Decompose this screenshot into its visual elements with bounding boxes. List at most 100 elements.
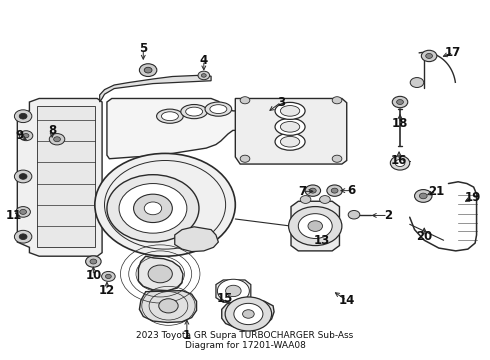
Text: 11: 11	[5, 209, 22, 222]
Text: 4: 4	[200, 54, 208, 67]
Circle shape	[95, 153, 235, 256]
Circle shape	[419, 193, 427, 199]
Circle shape	[319, 195, 330, 203]
Circle shape	[289, 207, 342, 246]
Circle shape	[101, 271, 115, 282]
Ellipse shape	[275, 133, 305, 150]
Text: 2023 Toyota GR Supra TURBOCHARGER Sub-Ass
Diagram for 17201-WAA08: 2023 Toyota GR Supra TURBOCHARGER Sub-As…	[136, 331, 354, 350]
Circle shape	[119, 184, 187, 233]
Circle shape	[218, 279, 249, 303]
Circle shape	[20, 210, 26, 215]
Text: 15: 15	[217, 292, 233, 305]
Text: 12: 12	[99, 284, 115, 297]
Polygon shape	[291, 201, 340, 251]
Circle shape	[16, 207, 30, 217]
Circle shape	[392, 96, 408, 108]
Ellipse shape	[280, 122, 300, 132]
Circle shape	[308, 221, 322, 231]
Text: 21: 21	[428, 185, 444, 198]
Circle shape	[144, 202, 162, 215]
Circle shape	[348, 211, 360, 219]
Circle shape	[410, 77, 424, 87]
Circle shape	[309, 188, 316, 193]
Text: 10: 10	[85, 269, 101, 282]
Circle shape	[395, 159, 405, 167]
Polygon shape	[175, 227, 219, 252]
Text: 2: 2	[384, 209, 392, 222]
Text: 13: 13	[314, 234, 330, 247]
Circle shape	[198, 71, 210, 80]
Circle shape	[225, 297, 271, 331]
Text: 6: 6	[347, 184, 356, 197]
Ellipse shape	[157, 109, 183, 123]
Text: 8: 8	[48, 124, 56, 137]
Polygon shape	[138, 256, 183, 291]
Circle shape	[144, 67, 152, 73]
Circle shape	[332, 97, 342, 104]
Ellipse shape	[205, 102, 232, 116]
Circle shape	[159, 299, 178, 313]
Circle shape	[90, 259, 97, 264]
Circle shape	[300, 195, 311, 203]
Circle shape	[148, 265, 172, 283]
Ellipse shape	[275, 102, 305, 120]
Ellipse shape	[280, 136, 300, 147]
Polygon shape	[17, 99, 102, 256]
Circle shape	[53, 137, 60, 142]
Circle shape	[298, 214, 332, 238]
Text: 5: 5	[139, 42, 147, 55]
Circle shape	[14, 110, 32, 122]
Circle shape	[139, 64, 157, 77]
Circle shape	[240, 97, 250, 104]
Polygon shape	[216, 280, 251, 302]
Circle shape	[225, 285, 241, 297]
Circle shape	[14, 230, 32, 243]
Circle shape	[19, 234, 27, 239]
Circle shape	[19, 174, 27, 179]
Ellipse shape	[210, 105, 227, 113]
Text: 3: 3	[277, 95, 285, 108]
Polygon shape	[107, 99, 260, 159]
Ellipse shape	[181, 104, 207, 119]
Text: 16: 16	[391, 154, 407, 167]
Circle shape	[331, 188, 338, 193]
Circle shape	[19, 131, 33, 141]
Circle shape	[426, 54, 433, 58]
Text: 19: 19	[465, 191, 481, 204]
Circle shape	[243, 310, 254, 318]
Circle shape	[14, 170, 32, 183]
Polygon shape	[37, 105, 95, 247]
Text: 18: 18	[392, 117, 408, 130]
Circle shape	[201, 74, 206, 77]
Polygon shape	[235, 99, 347, 164]
Circle shape	[107, 175, 199, 242]
Circle shape	[415, 190, 432, 202]
Circle shape	[421, 50, 437, 62]
Circle shape	[332, 155, 342, 162]
Circle shape	[240, 155, 250, 162]
Circle shape	[134, 194, 172, 222]
Circle shape	[49, 134, 65, 145]
Circle shape	[105, 274, 111, 279]
Polygon shape	[222, 300, 274, 328]
Ellipse shape	[280, 105, 300, 116]
Text: 17: 17	[445, 46, 462, 59]
Circle shape	[305, 185, 320, 196]
Circle shape	[327, 185, 343, 196]
Circle shape	[396, 100, 403, 104]
Ellipse shape	[161, 112, 178, 121]
Text: 14: 14	[339, 294, 355, 307]
Circle shape	[234, 303, 263, 325]
Polygon shape	[99, 76, 211, 102]
Text: 20: 20	[416, 230, 432, 243]
Circle shape	[391, 156, 410, 170]
Ellipse shape	[275, 118, 305, 135]
Text: 1: 1	[183, 329, 191, 342]
Polygon shape	[139, 291, 196, 323]
Text: 9: 9	[16, 129, 24, 142]
Ellipse shape	[186, 107, 202, 116]
Circle shape	[19, 113, 27, 119]
Circle shape	[23, 134, 29, 138]
Circle shape	[86, 256, 101, 267]
Text: 7: 7	[298, 185, 306, 198]
